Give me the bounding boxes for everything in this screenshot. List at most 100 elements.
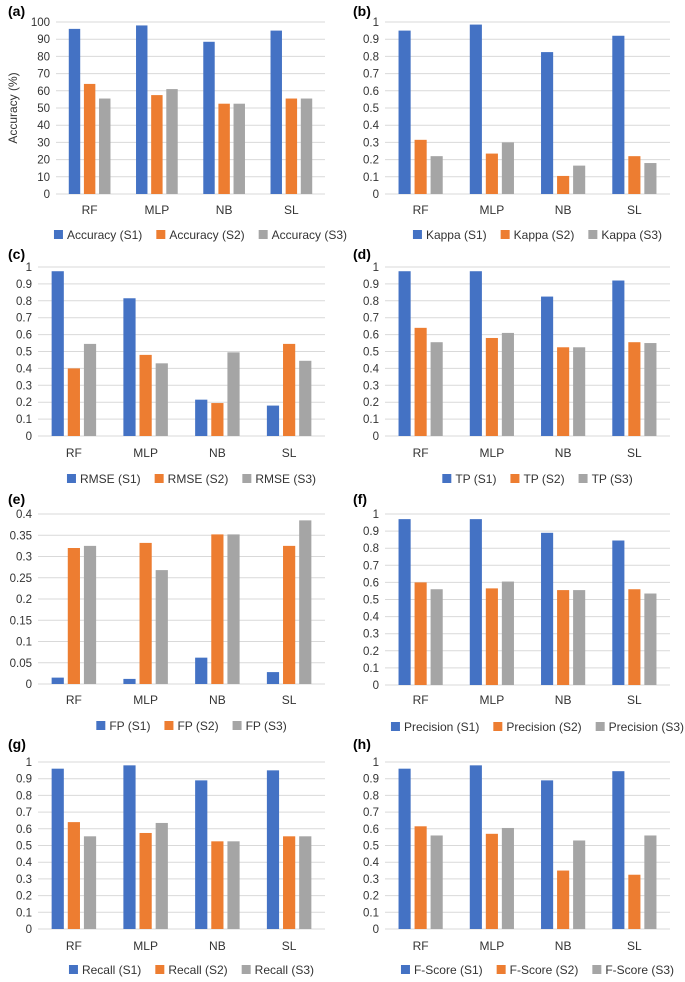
legend-label: Precision (S2): [506, 720, 581, 734]
bar-sl-s1: [266, 672, 280, 684]
x-tick-label: RF: [66, 693, 82, 707]
x-tick-label: SL: [627, 939, 642, 953]
chart-panel-c: (c) 0 0.1 0.2 0.3 0.4 0.5 0.6 0.7 0.8 0.9 1 RF MLP NB S…: [8, 246, 325, 486]
y-tick-label: 1: [373, 509, 379, 521]
y-tick-label: 0.4: [16, 363, 33, 375]
bar-mlp-s1: [123, 298, 136, 436]
bar-sl-s2: [628, 342, 641, 436]
x-tick-label: MLP: [133, 693, 158, 707]
bar-nb-s2: [557, 590, 570, 685]
y-tick-label: 0.9: [363, 34, 379, 46]
bar-mlp-s2: [151, 95, 163, 194]
bar-rf-s1: [398, 768, 411, 929]
bar-mlp-s1: [469, 271, 482, 436]
bar-rf-s3: [430, 342, 443, 436]
bar-rf-s1: [51, 271, 64, 436]
bar-sl-s3: [299, 836, 312, 929]
legend-label: TP (S2): [523, 472, 564, 486]
y-tick-label: 0.8: [363, 543, 379, 555]
chart-panel-h: (h) 0 0.1 0.2 0.3 0.4 0.5 0.6 0.7 0.8 0.9 1 RF MLP NB S…: [353, 736, 674, 977]
x-tick-label: MLP: [480, 693, 505, 707]
bar-nb-s2: [211, 534, 224, 684]
y-tick-label: 0.8: [363, 51, 379, 63]
bar-rf-s2: [414, 139, 427, 194]
y-tick-label: 0.7: [16, 807, 32, 819]
y-tick-label: 0.9: [363, 526, 379, 538]
y-tick-label: 1: [373, 17, 379, 29]
bar-sl-s2: [628, 589, 641, 685]
legend-swatch: [578, 474, 588, 483]
y-tick-label: 0.1: [363, 414, 379, 426]
legend-swatch: [96, 721, 106, 730]
legend-label: Precision (S3): [609, 720, 684, 734]
bar-mlp-s2: [139, 542, 152, 684]
legend-label: Accuracy (S1): [67, 228, 142, 242]
bar-mlp-s1: [136, 25, 148, 194]
chart-panel-e: (e) 0 0.05 0.1 0.15 0.2 0.25 0.3 0.35 0.4 RF MLP NB S…: [8, 491, 325, 733]
legend-swatch: [592, 965, 602, 974]
legend-label: F-Score (S1): [414, 963, 483, 977]
x-tick-label: NB: [555, 446, 572, 460]
y-tick-label: 0: [44, 189, 50, 201]
bar-rf-s2: [414, 826, 427, 929]
bar-sl-s3: [644, 343, 657, 436]
bar-nb-s3: [573, 347, 586, 436]
x-tick-label: RF: [413, 446, 429, 460]
y-tick-label: 0.8: [363, 790, 379, 802]
bar-mlp-s2: [139, 832, 152, 929]
x-tick-label: NB: [209, 693, 226, 707]
y-tick-label: 0.4: [363, 120, 380, 132]
bar-rf-s3: [83, 343, 97, 436]
legend-swatch: [412, 230, 422, 239]
bar-sl-s2: [283, 545, 296, 684]
y-tick-label: 1: [26, 757, 32, 769]
panel-label: (a): [8, 3, 25, 19]
y-tick-label: 0: [373, 189, 379, 201]
panel-label: (h): [353, 736, 371, 752]
y-tick-label: 1: [373, 757, 379, 769]
y-tick-label: 0.5: [363, 595, 379, 607]
y-tick-label: 0.7: [363, 69, 379, 81]
y-tick-label: 0.6: [363, 824, 379, 836]
y-tick-label: 0.3: [363, 874, 379, 886]
bar-sl-s3: [300, 98, 313, 194]
legend-label: RMSE (S3): [255, 472, 316, 486]
y-tick-label: 0.6: [363, 330, 379, 342]
panel-label: (g): [8, 736, 26, 752]
y-tick-label: 0.5: [16, 841, 32, 853]
legend-label: Recall (S3): [255, 963, 314, 977]
bar-nb-s1: [541, 52, 554, 194]
bar-rf-s3: [83, 836, 97, 929]
bar-sl-s2: [283, 343, 296, 436]
legend-swatch: [400, 965, 410, 974]
bar-mlp-s2: [485, 588, 498, 685]
y-axis-label: Accuracy (%): [6, 72, 20, 143]
bar-sl-s1: [612, 540, 625, 685]
bar-mlp-s3: [501, 827, 514, 929]
bar-sl-s1: [612, 280, 625, 436]
legend-label: TP (S1): [455, 472, 496, 486]
y-tick-label: 0.9: [16, 774, 32, 786]
bar-mlp-s3: [155, 822, 168, 929]
bar-mlp-s1: [469, 519, 482, 685]
x-tick-label: MLP: [480, 939, 505, 953]
legend-label: Accuracy (S2): [169, 228, 244, 242]
legend-swatch: [500, 230, 510, 239]
legend-label: Precision (S1): [404, 720, 479, 734]
x-tick-label: SL: [282, 446, 297, 460]
y-tick-label: 1: [373, 262, 379, 274]
legend-label: Kappa (S1): [426, 228, 487, 242]
legend-label: Recall (S1): [82, 963, 141, 977]
bar-nb-s3: [233, 103, 245, 194]
y-tick-label: 1: [26, 262, 32, 274]
y-tick-label: 0: [373, 680, 379, 692]
bar-sl-s1: [612, 771, 625, 929]
y-tick-label: 0.1: [363, 907, 379, 919]
y-tick-label: 0.2: [363, 397, 379, 409]
y-tick-label: 0.4: [16, 857, 33, 869]
bar-rf-s1: [51, 768, 64, 929]
bar-sl-s1: [270, 30, 282, 194]
x-tick-label: MLP: [145, 203, 170, 217]
y-tick-label: 0.2: [363, 646, 379, 658]
